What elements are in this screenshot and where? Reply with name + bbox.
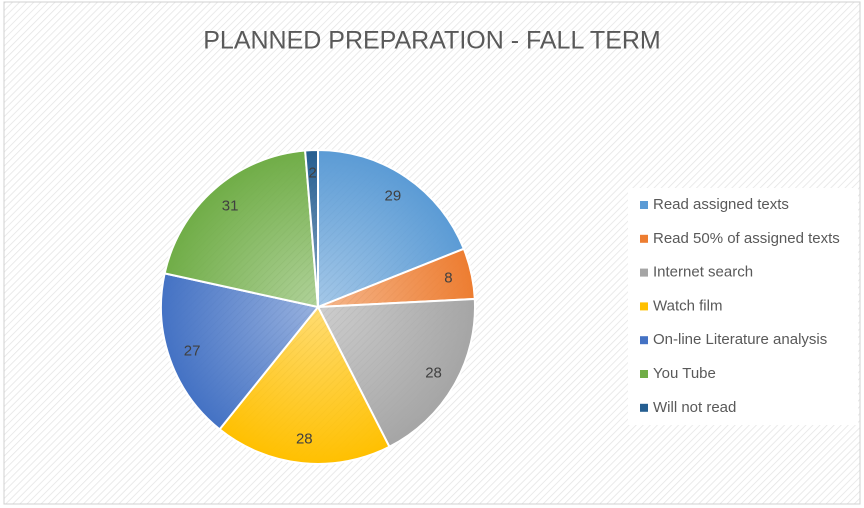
legend-label: Read assigned texts [653,196,789,213]
legend-label: Read 50% of assigned texts [653,230,840,247]
legend-label: Internet search [653,264,753,281]
pie-slice [160,272,320,431]
legend-label: Watch film [653,297,722,314]
legend-label: On-line Literature analysis [653,331,827,348]
legend-label: You Tube [653,365,716,382]
data-label: 8 [444,269,452,286]
data-label: 27 [184,342,201,359]
data-label: 29 [385,187,402,204]
legend-marker [640,403,648,412]
data-label: 28 [425,365,442,382]
legend-marker [640,201,648,209]
legend-marker [640,336,648,345]
legend: Read assigned texts Read 50% of assigned … [640,196,840,416]
legend-marker [640,268,648,277]
pie-slice [317,148,466,309]
chart-title: PLANNED PREPARATION - FALL TERM [203,27,661,55]
pie-slice [163,149,320,309]
legend-box [628,188,858,425]
legend-label: Will not read [653,399,736,416]
pie-slice [218,305,391,465]
pie-slice [304,148,319,308]
data-label: 31 [222,198,239,215]
data-label: 28 [296,431,313,448]
legend-marker [640,302,648,311]
legend-marker [640,234,648,243]
data-label: 2 [308,165,316,182]
pie-slice [316,297,476,449]
legend-marker [640,370,648,378]
